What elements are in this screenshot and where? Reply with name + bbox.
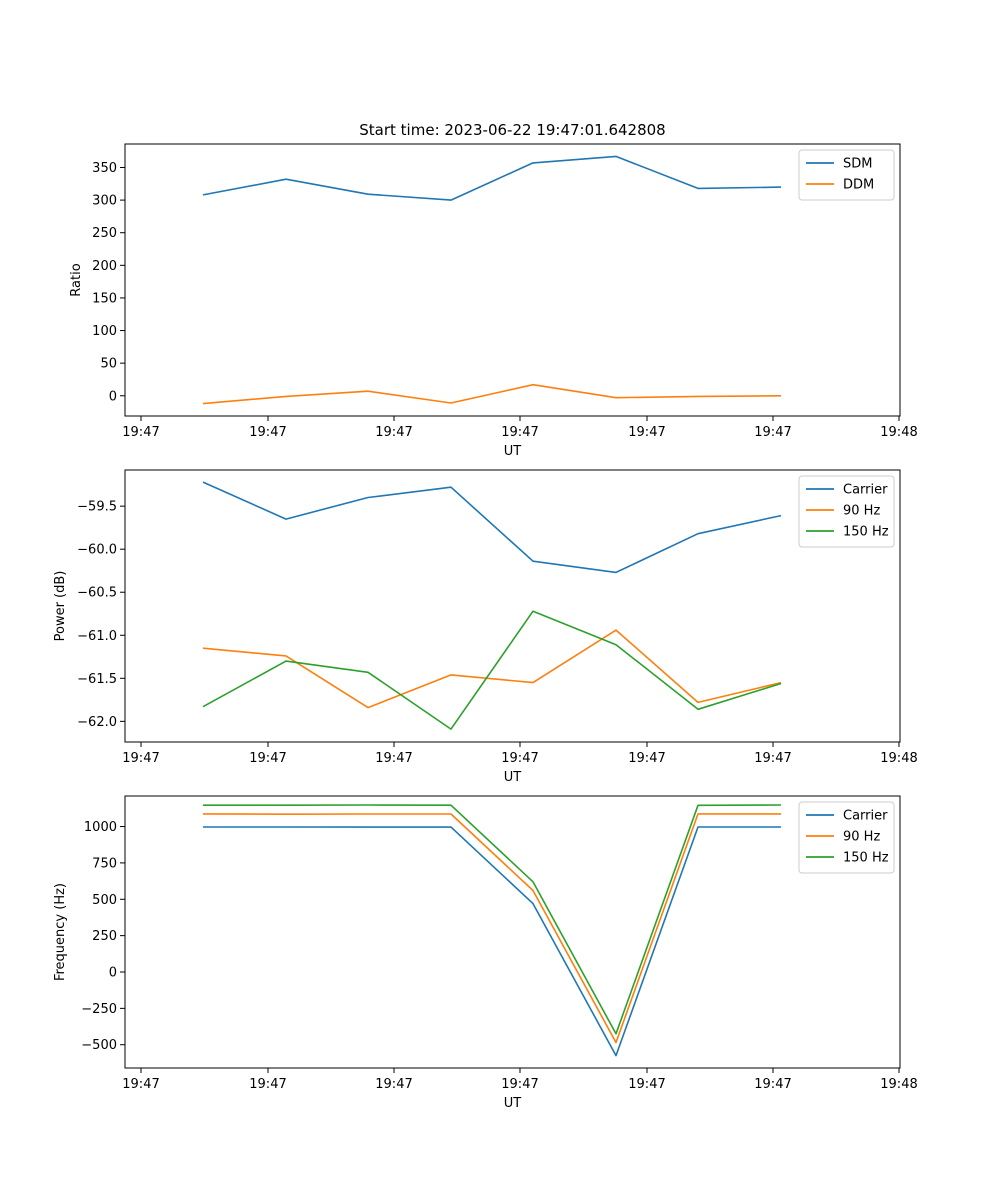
series-line-carrier	[203, 826, 781, 1057]
x-tick-label: 19:48	[880, 425, 917, 440]
y-tick-label: 100	[92, 324, 117, 339]
y-axis-label: Frequency (Hz)	[53, 883, 68, 981]
y-axis-label: Ratio	[69, 263, 84, 296]
legend-label: 150 Hz	[843, 525, 889, 540]
x-tick-label: 19:47	[628, 1077, 665, 1092]
x-tick-label: 19:47	[754, 1077, 791, 1092]
axes-frame	[124, 469, 901, 743]
y-tick-label: 500	[92, 893, 117, 908]
y-tick-label: 150	[92, 291, 117, 306]
y-tick-label: 1000	[84, 820, 117, 835]
y-tick-label: 750	[92, 856, 117, 871]
y-tick-label: 350	[92, 161, 117, 176]
legend: Carrier 90 Hz 150 Hz	[798, 475, 895, 548]
y-tick-label: −59.5	[77, 500, 117, 515]
series-line-150-hz	[202, 610, 782, 730]
y-tick-label: −60.0	[77, 543, 117, 558]
x-tick-label: 19:47	[375, 751, 412, 766]
chart-panel-1: Start time: 2023-06-22 19:47:01.642808 19…	[69, 121, 918, 459]
legend-label: SDM	[843, 157, 872, 172]
y-tick-label: −250	[81, 1002, 117, 1017]
series-line-90-hz	[202, 813, 781, 1044]
y-tick-label: −60.5	[77, 586, 117, 601]
y-tick-label: −62.0	[77, 715, 117, 730]
y-tick-label: −500	[81, 1038, 117, 1053]
axes-frame	[124, 143, 901, 417]
x-tick-label: 19:47	[249, 425, 286, 440]
x-tick-label: 19:48	[880, 751, 917, 766]
y-tick-label: 0	[109, 966, 117, 981]
legend-label: DDM	[843, 178, 874, 193]
x-tick-label: 19:47	[122, 425, 159, 440]
legend-box	[798, 475, 895, 548]
legend-label: 90 Hz	[843, 504, 880, 519]
series-line-sdm	[202, 155, 782, 201]
chart-title: Start time: 2023-06-22 19:47:01.642808	[359, 121, 665, 139]
x-tick-label: 19:47	[249, 751, 286, 766]
y-tick-label: 250	[92, 226, 117, 241]
legend-label: Carrier	[843, 483, 888, 498]
y-tick-label: 250	[92, 929, 117, 944]
y-tick-label: 200	[92, 259, 117, 274]
axes-frame	[124, 795, 901, 1069]
x-tick-label: 19:47	[754, 751, 791, 766]
y-axis-label: Power (dB)	[53, 571, 68, 642]
x-tick-label: 19:47	[375, 425, 412, 440]
series-line-ddm	[202, 383, 782, 405]
x-axis-label: UT	[504, 770, 522, 785]
chart-panel-2: 19:47 19:47 19:47 19:47 19:47 19:47 19:48 −59.5…	[53, 469, 918, 785]
x-axis-label: UT	[504, 444, 522, 459]
x-tick-label: 19:47	[375, 1077, 412, 1092]
x-tick-label: 19:48	[880, 1077, 917, 1092]
y-tick-label: 50	[100, 357, 117, 372]
legend: Carrier 90 Hz 150 Hz	[798, 801, 895, 874]
x-tick-label: 19:47	[501, 1077, 538, 1092]
y-tick-label: −61.0	[77, 629, 117, 644]
legend: SDM DDM	[798, 149, 895, 201]
chart-panel-3: 19:47 19:47 19:47 19:47 19:47 19:47 19:48 −500 −…	[53, 795, 918, 1111]
legend-label: Carrier	[843, 809, 888, 824]
x-tick-label: 19:47	[501, 751, 538, 766]
x-tick-label: 19:47	[628, 751, 665, 766]
series-line-carrier	[202, 481, 782, 574]
legend-label: 90 Hz	[843, 830, 880, 845]
y-tick-label: −61.5	[77, 672, 117, 687]
legend-label: 150 Hz	[843, 851, 889, 866]
x-tick-label: 19:47	[754, 425, 791, 440]
x-tick-label: 19:47	[501, 425, 538, 440]
x-tick-label: 19:47	[628, 425, 665, 440]
series-line-90-hz	[202, 629, 782, 709]
x-axis-label: UT	[504, 1096, 522, 1111]
x-tick-label: 19:47	[249, 1077, 286, 1092]
y-tick-label: 0	[109, 389, 117, 404]
x-tick-label: 19:47	[122, 1077, 159, 1092]
x-tick-label: 19:47	[122, 751, 159, 766]
y-tick-label: 300	[92, 194, 117, 209]
legend-box	[798, 801, 895, 874]
series-line-150-hz	[203, 804, 782, 1035]
